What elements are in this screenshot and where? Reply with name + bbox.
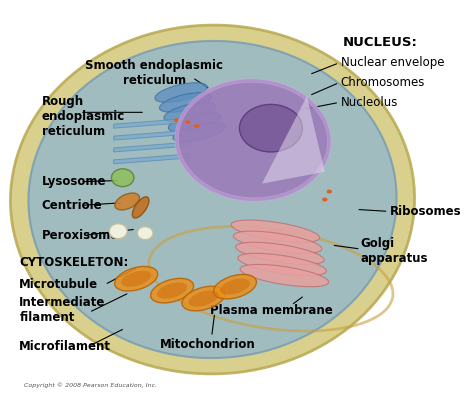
- Ellipse shape: [231, 220, 319, 242]
- Ellipse shape: [151, 279, 193, 303]
- Polygon shape: [114, 130, 190, 140]
- Ellipse shape: [109, 224, 127, 239]
- Text: Microfilament: Microfilament: [19, 340, 111, 353]
- Polygon shape: [114, 154, 190, 164]
- Text: Peroxisome: Peroxisome: [42, 229, 119, 242]
- Text: Plasma membrane: Plasma membrane: [210, 304, 332, 317]
- Polygon shape: [262, 97, 325, 184]
- Polygon shape: [114, 118, 190, 128]
- Ellipse shape: [28, 41, 397, 358]
- Ellipse shape: [213, 275, 256, 299]
- Ellipse shape: [115, 267, 158, 291]
- Ellipse shape: [238, 253, 327, 276]
- Ellipse shape: [111, 169, 134, 187]
- Ellipse shape: [236, 242, 324, 265]
- Ellipse shape: [115, 193, 139, 210]
- Text: Copyright © 2008 Pearson Education, Inc.: Copyright © 2008 Pearson Education, Inc.: [24, 382, 157, 388]
- Ellipse shape: [182, 286, 225, 311]
- Ellipse shape: [174, 118, 179, 122]
- Text: Microtubule: Microtubule: [19, 278, 99, 291]
- Ellipse shape: [10, 25, 415, 374]
- Ellipse shape: [233, 231, 322, 253]
- Ellipse shape: [168, 113, 221, 132]
- Ellipse shape: [240, 265, 328, 287]
- Text: Rough
endoplasmic
reticulum: Rough endoplasmic reticulum: [42, 95, 125, 138]
- Ellipse shape: [132, 197, 149, 218]
- Ellipse shape: [194, 124, 200, 128]
- Text: CYTOSKELETON:: CYTOSKELETON:: [19, 257, 129, 269]
- Ellipse shape: [322, 198, 328, 201]
- Text: Nucleolus: Nucleolus: [340, 96, 398, 109]
- Ellipse shape: [164, 103, 216, 122]
- Text: NUCLEUS:: NUCLEUS:: [343, 36, 418, 49]
- Text: Chromosomes: Chromosomes: [340, 76, 425, 89]
- Text: Centriole: Centriole: [42, 199, 102, 212]
- Ellipse shape: [137, 227, 153, 240]
- Polygon shape: [114, 142, 190, 152]
- Text: Ribosomes: Ribosomes: [390, 205, 462, 218]
- Text: Golgi
apparatus: Golgi apparatus: [361, 237, 428, 265]
- Ellipse shape: [185, 120, 191, 124]
- Text: Nuclear envelope: Nuclear envelope: [340, 56, 444, 69]
- Ellipse shape: [155, 83, 207, 102]
- Ellipse shape: [173, 122, 225, 142]
- Text: Smooth endoplasmic
reticulum: Smooth endoplasmic reticulum: [85, 59, 223, 87]
- Text: Intermediate
filament: Intermediate filament: [19, 296, 106, 324]
- Text: Mitochondrion: Mitochondrion: [160, 338, 256, 351]
- Ellipse shape: [159, 93, 212, 112]
- Ellipse shape: [220, 279, 250, 295]
- Ellipse shape: [157, 282, 187, 299]
- Ellipse shape: [239, 105, 302, 152]
- Ellipse shape: [189, 290, 219, 306]
- Ellipse shape: [177, 81, 329, 200]
- Ellipse shape: [121, 271, 151, 287]
- Text: Lysosome: Lysosome: [42, 175, 106, 188]
- Ellipse shape: [327, 190, 332, 194]
